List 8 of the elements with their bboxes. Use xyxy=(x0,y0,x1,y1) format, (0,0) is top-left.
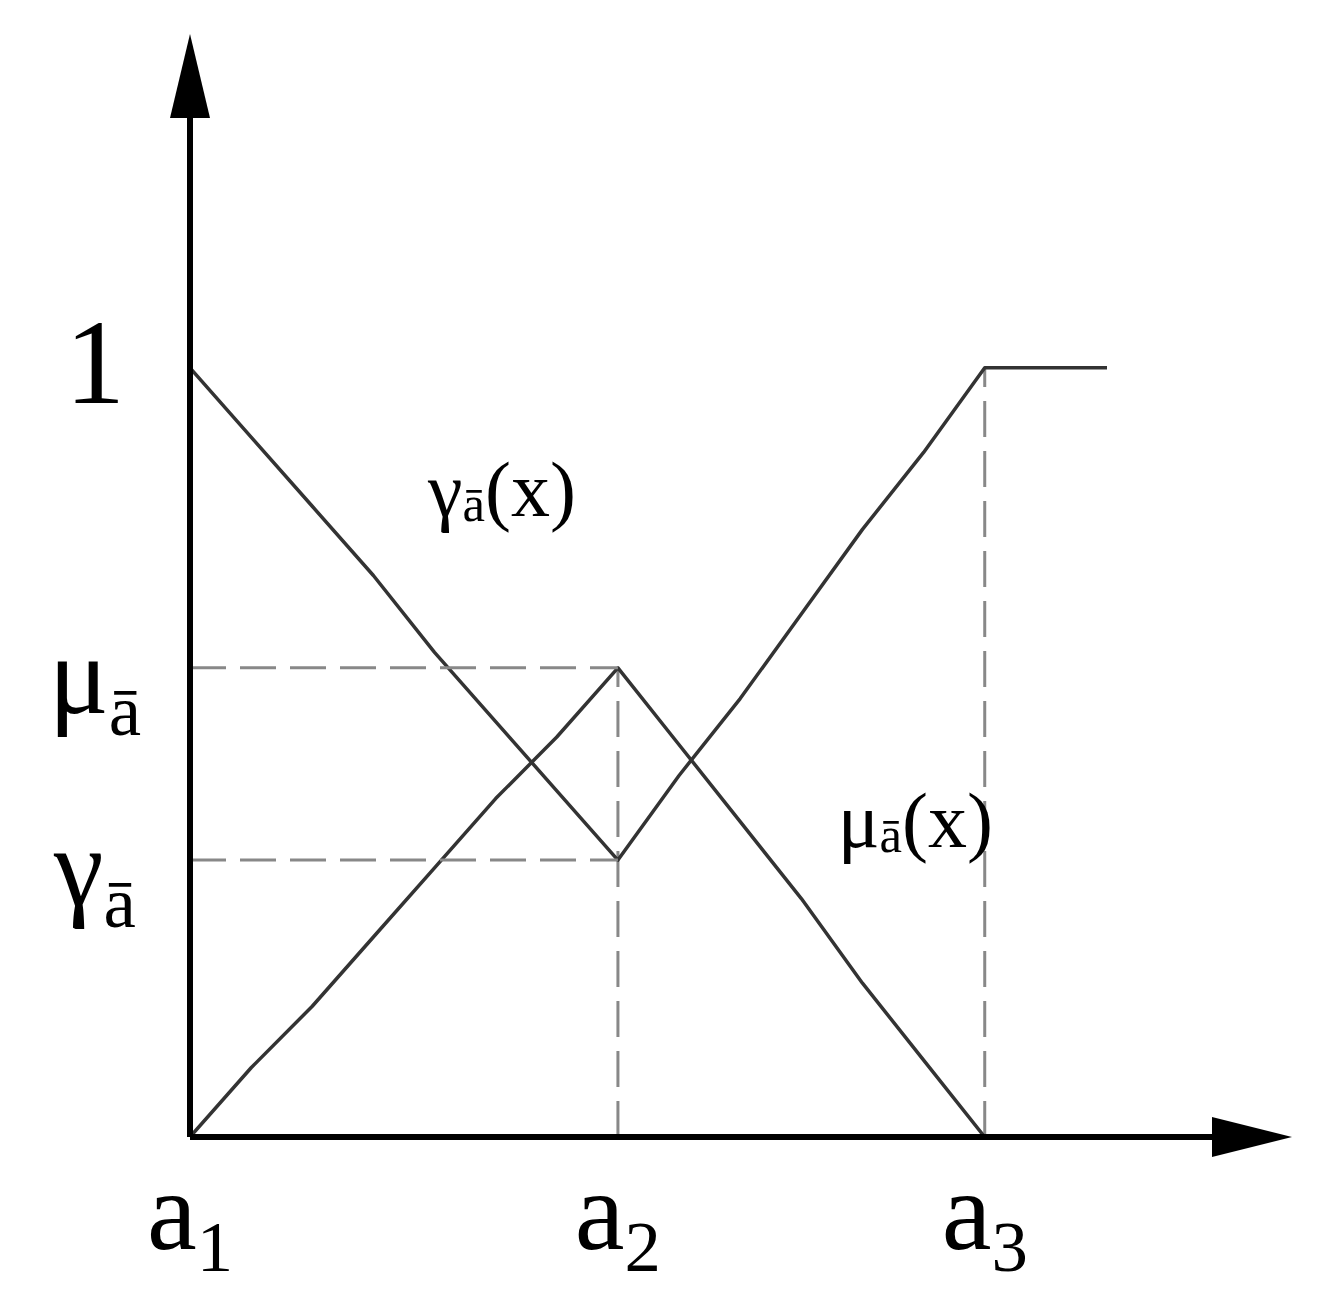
annotation: γ$_{ā}$(x) xyxy=(426,445,576,533)
text: 1 xyxy=(65,295,125,429)
x-tick-label: a$_{1}$ xyxy=(146,1149,234,1287)
x-tick-label: a$_{3}$ xyxy=(941,1149,1028,1287)
series-label: μ$_{ā}$ xyxy=(48,612,142,751)
series-label: γ$_{ā}$ xyxy=(53,805,136,943)
annotation: μ$_{ā}$(x) xyxy=(837,776,994,864)
x-tick-label: a$_{2}$ xyxy=(574,1149,661,1287)
